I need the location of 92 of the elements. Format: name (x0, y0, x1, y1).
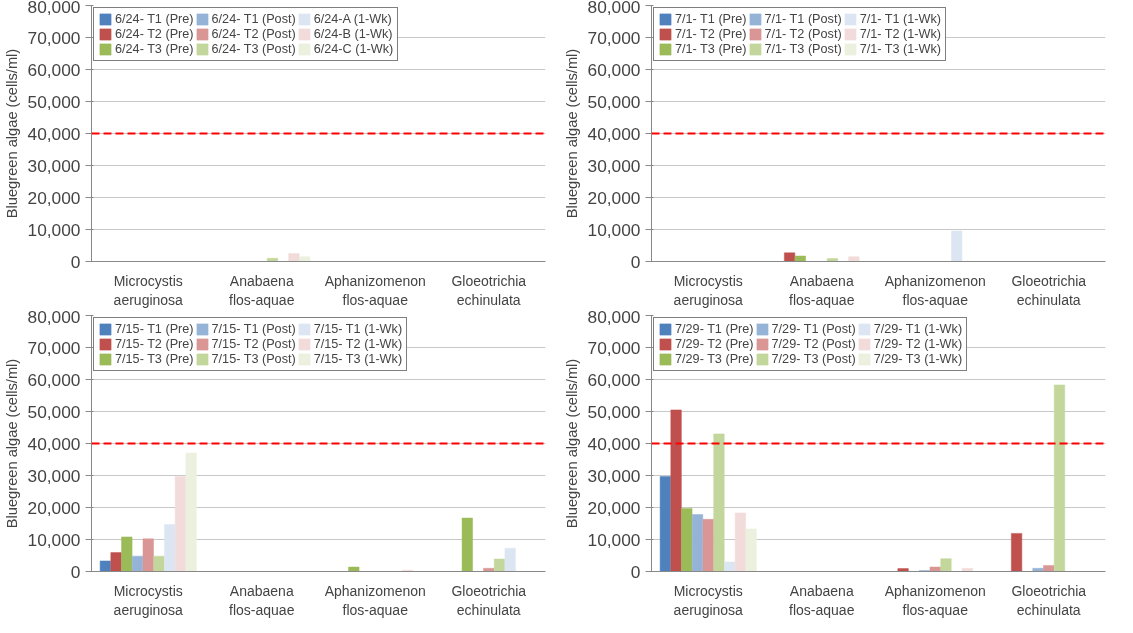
x-tick-label: Microcystis aeruginosa (673, 582, 744, 618)
legend-label: 7/15- T1 (Post) (211, 322, 296, 336)
legend-label: 6/24- T3 (Pre) (115, 42, 194, 56)
legend-label: 7/15- T2 (1-Wk) (313, 337, 403, 351)
legend-label: 7/29- T3 (Post) (771, 352, 856, 366)
x-tick-label: Aphanizomenon flos-aquae (324, 582, 426, 618)
legend-label: 7/1- T2 (Pre) (675, 27, 747, 41)
legend-label: 7/29- T3 (1-Wk) (873, 352, 963, 366)
y-tick-label: 50,000 (587, 401, 641, 422)
legend-label: 6/24- T2 (Pre) (115, 27, 194, 41)
x-tick-label: Gloeotrichia echinulata (1011, 582, 1087, 618)
legend-label: 7/1- T3 (1-Wk) (859, 42, 941, 56)
legend-label: 7/1- T2 (Post) (764, 27, 842, 41)
y-tick-label: 20,000 (27, 187, 81, 208)
y-tick-label: 70,000 (587, 337, 641, 358)
legend-label: 7/1- T2 (1-Wk) (859, 27, 941, 41)
y-tick-label: 60,000 (27, 369, 81, 390)
legend-label: 7/15- T1 (1-Wk) (313, 322, 403, 336)
legend-label: 7/1- T3 (Pre) (675, 42, 747, 56)
legend-label: 7/15- T2 (Pre) (115, 337, 194, 351)
x-tick-label: Aphanizomenon flos-aquae (884, 272, 986, 308)
y-tick-label: 0 (630, 561, 641, 582)
y-tick-label: 60,000 (27, 59, 81, 80)
legend-label: 7/15- T2 (Post) (211, 337, 296, 351)
x-tick-label: Microcystis aeruginosa (113, 272, 184, 308)
legend-label: 7/15- T1 (Pre) (115, 322, 194, 336)
y-tick-label: 30,000 (587, 465, 641, 486)
legend-label: 7/15- T3 (Pre) (115, 352, 194, 366)
y-tick-label: 10,000 (587, 219, 641, 240)
y-tick-label: 80,000 (27, 0, 81, 17)
y-tick-label: 40,000 (27, 123, 81, 144)
legend-label: 7/29- T1 (1-Wk) (873, 322, 963, 336)
legend-label: 6/24-C (1-Wk) (313, 42, 394, 56)
y-tick-label: 40,000 (587, 433, 641, 454)
y-tick-label: 0 (70, 561, 81, 582)
y-tick-label: 80,000 (587, 0, 641, 17)
legend-label: 6/24- T3 (Post) (211, 42, 296, 56)
x-tick-label: Aphanizomenon flos-aquae (324, 272, 426, 308)
x-tick-label: Anabaena flos-aquae (229, 272, 295, 308)
legend-label: 7/29- T2 (1-Wk) (873, 337, 963, 351)
y-tick-label: 10,000 (587, 529, 641, 550)
y-axis-title: Bluegreen algae (cells/ml) (563, 358, 580, 529)
x-tick-label: Gloeotrichia echinulata (451, 582, 527, 618)
legend-label: 7/15- T3 (1-Wk) (313, 352, 403, 366)
x-tick-label: Aphanizomenon flos-aquae (884, 582, 986, 618)
legend-label: 7/29- T1 (Pre) (675, 322, 754, 336)
legend-label: 7/29- T2 (Post) (771, 337, 856, 351)
y-axis-title: Bluegreen algae (cells/ml) (3, 358, 20, 529)
y-tick-label: 0 (70, 251, 81, 272)
y-tick-label: 10,000 (27, 529, 81, 550)
x-tick-label: Microcystis aeruginosa (673, 272, 744, 308)
y-tick-label: 40,000 (587, 123, 641, 144)
x-tick-label: Anabaena flos-aquae (229, 582, 295, 618)
x-tick-label: Gloeotrichia echinulata (1011, 272, 1087, 308)
legend-label: 6/24- T1 (Post) (211, 12, 296, 26)
y-tick-label: 40,000 (27, 433, 81, 454)
y-tick-label: 20,000 (587, 187, 641, 208)
y-tick-label: 50,000 (27, 91, 81, 112)
y-tick-label: 50,000 (587, 91, 641, 112)
y-tick-label: 30,000 (27, 155, 81, 176)
legend-label: 6/24- T1 (Pre) (115, 12, 194, 26)
x-tick-label: Anabaena flos-aquae (789, 582, 855, 618)
legend-label: 7/29- T2 (Pre) (675, 337, 754, 351)
legend-label: 7/1- T1 (1-Wk) (859, 12, 941, 26)
y-tick-label: 0 (630, 251, 641, 272)
legend-label: 7/15- T3 (Post) (211, 352, 296, 366)
legend-label: 6/24- T2 (Post) (211, 27, 296, 41)
y-tick-label: 70,000 (587, 27, 641, 48)
y-tick-label: 70,000 (27, 27, 81, 48)
y-tick-label: 20,000 (587, 497, 641, 518)
y-tick-label: 60,000 (587, 369, 641, 390)
x-tick-label: Microcystis aeruginosa (113, 582, 184, 618)
y-axis-title: Bluegreen algae (cells/ml) (563, 48, 580, 219)
legend-label: 7/1- T1 (Pre) (675, 12, 747, 26)
y-tick-label: 80,000 (587, 306, 641, 327)
legend-label: 6/24-A (1-Wk) (313, 12, 392, 26)
x-tick-label: Anabaena flos-aquae (789, 272, 855, 308)
x-tick-label: Gloeotrichia echinulata (451, 272, 527, 308)
y-tick-label: 30,000 (27, 465, 81, 486)
y-tick-label: 70,000 (27, 337, 81, 358)
y-tick-label: 20,000 (27, 497, 81, 518)
y-tick-label: 80,000 (27, 306, 81, 327)
y-axis-title: Bluegreen algae (cells/ml) (3, 48, 20, 219)
y-tick-label: 30,000 (587, 155, 641, 176)
y-tick-label: 10,000 (27, 219, 81, 240)
legend-label: 7/1- T3 (Post) (764, 42, 842, 56)
legend-label: 7/29- T3 (Pre) (675, 352, 754, 366)
y-tick-label: 60,000 (587, 59, 641, 80)
legend-label: 7/29- T1 (Post) (771, 322, 856, 336)
legend-label: 6/24-B (1-Wk) (313, 27, 393, 41)
y-tick-label: 50,000 (27, 401, 81, 422)
legend-label: 7/1- T1 (Post) (764, 12, 842, 26)
